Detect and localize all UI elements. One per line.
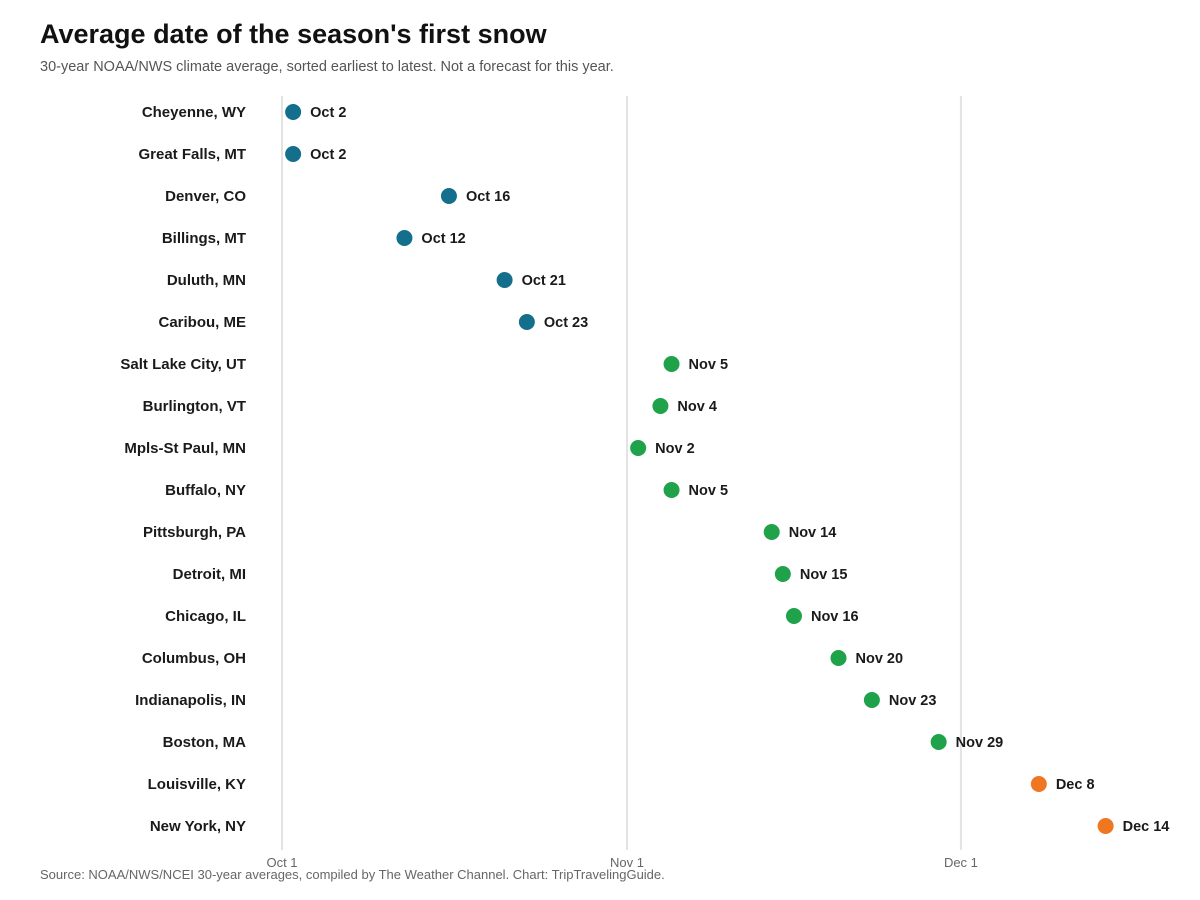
date-label: Dec 8: [1056, 777, 1095, 793]
date-label: Nov 2: [655, 441, 695, 457]
chart-row: Duluth, MN Oct 21: [167, 272, 566, 289]
source-note: Source: NOAA/NWS/NCEI 30-year averages, …: [40, 867, 665, 882]
chart-row: Columbus, OH Nov 20: [142, 650, 903, 667]
city-label: Duluth, MN: [167, 272, 246, 289]
data-point: [763, 524, 780, 540]
date-label: Nov 23: [889, 693, 937, 709]
chart-row: Pittsburgh, PA Nov 14: [143, 524, 836, 541]
date-label: Oct 21: [522, 273, 566, 289]
chart-row: Cheyenne, WY Oct 2: [142, 104, 346, 121]
city-label: New York, NY: [150, 818, 246, 835]
date-label: Oct 23: [544, 315, 588, 331]
data-point: [663, 356, 680, 372]
chart-row: Great Falls, MT Oct 2: [138, 146, 346, 163]
city-label: Caribou, ME: [158, 314, 246, 331]
date-label: Nov 20: [856, 651, 904, 667]
chart-title: Average date of the season's first snow: [40, 19, 547, 49]
chart-rows: Cheyenne, WY Oct 2 Great Falls, MT Oct 2 Den…: [120, 104, 1169, 835]
gridlines: [281, 96, 962, 850]
data-point: [518, 314, 535, 330]
date-label: Oct 16: [466, 189, 510, 205]
data-point: [652, 398, 669, 414]
date-label: Nov 4: [677, 399, 717, 415]
city-label: Louisville, KY: [148, 776, 246, 793]
x-tick-label: Nov 1: [610, 855, 644, 870]
data-point: [630, 440, 647, 456]
data-point: [285, 146, 302, 162]
city-label: Denver, CO: [165, 188, 246, 205]
chart-row: Boston, MA Nov 29: [163, 734, 1004, 751]
data-point: [663, 482, 680, 498]
city-label: Billings, MT: [162, 230, 246, 247]
date-label: Oct 12: [421, 231, 465, 247]
chart-row: Indianapolis, IN Nov 23: [135, 692, 936, 709]
date-label: Nov 14: [789, 525, 837, 541]
city-label: Indianapolis, IN: [135, 692, 246, 709]
city-label: Pittsburgh, PA: [143, 524, 246, 541]
chart-row: Mpls-St Paul, MN Nov 2: [124, 440, 695, 457]
city-label: Cheyenne, WY: [142, 104, 246, 121]
city-label: Detroit, MI: [173, 566, 246, 583]
chart-row: New York, NY Dec 14: [150, 818, 1170, 835]
chart-row: Salt Lake City, UT Nov 5: [120, 356, 728, 373]
city-label: Burlington, VT: [143, 398, 246, 415]
chart-row: Billings, MT Oct 12: [162, 230, 466, 247]
city-label: Mpls-St Paul, MN: [124, 440, 246, 457]
city-label: Boston, MA: [163, 734, 246, 751]
data-point: [285, 104, 302, 120]
data-point: [774, 566, 791, 582]
data-point: [830, 650, 847, 666]
date-label: Nov 5: [689, 483, 729, 499]
date-label: Nov 16: [811, 609, 859, 625]
data-point: [1030, 776, 1047, 792]
chart-row: Buffalo, NY Nov 5: [165, 482, 728, 499]
city-label: Salt Lake City, UT: [120, 356, 246, 373]
x-tick-label: Oct 1: [266, 855, 297, 870]
date-label: Nov 29: [956, 735, 1004, 751]
date-label: Nov 15: [800, 567, 848, 583]
data-point: [863, 692, 880, 708]
x-tick-label: Dec 1: [944, 855, 978, 870]
chart-row: Caribou, ME Oct 23: [158, 314, 588, 331]
chart-row: Detroit, MI Nov 15: [173, 566, 848, 583]
data-point: [1097, 818, 1114, 834]
data-point: [496, 272, 513, 288]
chart-subtitle: 30-year NOAA/NWS climate average, sorted…: [40, 59, 614, 75]
city-label: Columbus, OH: [142, 650, 246, 667]
date-label: Dec 14: [1123, 819, 1170, 835]
data-point: [785, 608, 802, 624]
x-axis-ticks: Oct 1 Nov 1 Dec 1: [266, 855, 977, 870]
date-label: Nov 5: [689, 357, 729, 373]
data-point: [440, 188, 457, 204]
data-point: [930, 734, 947, 750]
date-label: Oct 2: [310, 105, 346, 121]
chart-row: Burlington, VT Nov 4: [143, 398, 717, 415]
chart-row: Denver, CO Oct 16: [165, 188, 510, 205]
city-label: Great Falls, MT: [138, 146, 246, 163]
city-label: Chicago, IL: [165, 608, 246, 625]
chart-row: Louisville, KY Dec 8: [148, 776, 1095, 793]
city-label: Buffalo, NY: [165, 482, 246, 499]
chart-row: Chicago, IL Nov 16: [165, 608, 859, 625]
date-label: Oct 2: [310, 147, 346, 163]
data-point: [396, 230, 413, 246]
